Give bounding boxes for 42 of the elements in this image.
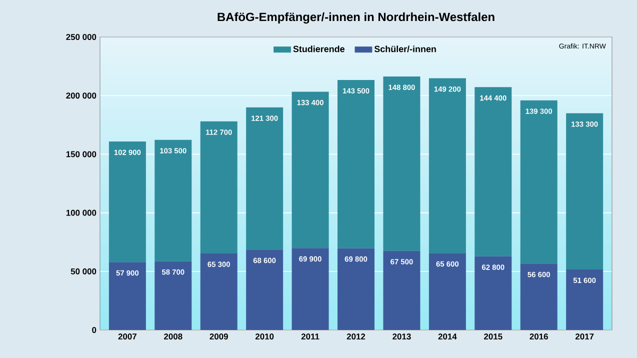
bar bbox=[292, 248, 329, 330]
chart-title: BAföG-Empfänger/-innen in Nordrhein-Westfalen bbox=[218, 12, 494, 24]
x-tick-label: 2011 bbox=[301, 334, 320, 340]
legend-label: Schüler/-innen bbox=[374, 46, 436, 52]
x-tick-label: 2012 bbox=[346, 334, 366, 340]
bar bbox=[520, 264, 558, 330]
bar bbox=[566, 113, 604, 270]
bar bbox=[108, 142, 146, 262]
y-tick-label: 100 000 bbox=[66, 210, 96, 216]
x-tick-label: 2008 bbox=[164, 334, 182, 340]
bar bbox=[246, 107, 284, 250]
bar bbox=[520, 100, 558, 264]
bar bbox=[154, 140, 192, 262]
bar bbox=[428, 78, 466, 254]
bar bbox=[246, 250, 284, 330]
y-tick-label: 250 000 bbox=[66, 34, 96, 40]
bar bbox=[200, 253, 238, 330]
bar bbox=[474, 256, 512, 330]
x-tick-label: 2010 bbox=[255, 334, 274, 340]
bar bbox=[200, 121, 238, 254]
bar bbox=[566, 270, 604, 330]
legend-label: Studierende bbox=[293, 46, 344, 52]
bar bbox=[108, 262, 146, 330]
x-tick-label: 2007 bbox=[118, 334, 136, 340]
bar bbox=[154, 261, 192, 330]
bar bbox=[383, 76, 420, 251]
y-tick-label: 50 000 bbox=[70, 268, 96, 274]
bar bbox=[474, 87, 512, 256]
y-tick-label: 0 bbox=[92, 327, 96, 333]
bar bbox=[383, 250, 420, 330]
x-tick-label: 2014 bbox=[438, 334, 457, 340]
x-tick-label: 2017 bbox=[575, 334, 594, 340]
y-tick-label: 150 000 bbox=[66, 151, 96, 158]
x-tick-label: 2015 bbox=[484, 334, 502, 340]
bar bbox=[292, 92, 329, 248]
bar bbox=[338, 80, 375, 248]
x-tick-label: 2016 bbox=[530, 334, 548, 340]
x-tick-label: 2009 bbox=[210, 334, 228, 340]
bar bbox=[428, 253, 466, 330]
bar bbox=[338, 248, 375, 330]
y-tick-label: 200 000 bbox=[66, 92, 96, 99]
x-tick-label: 2013 bbox=[392, 334, 411, 340]
